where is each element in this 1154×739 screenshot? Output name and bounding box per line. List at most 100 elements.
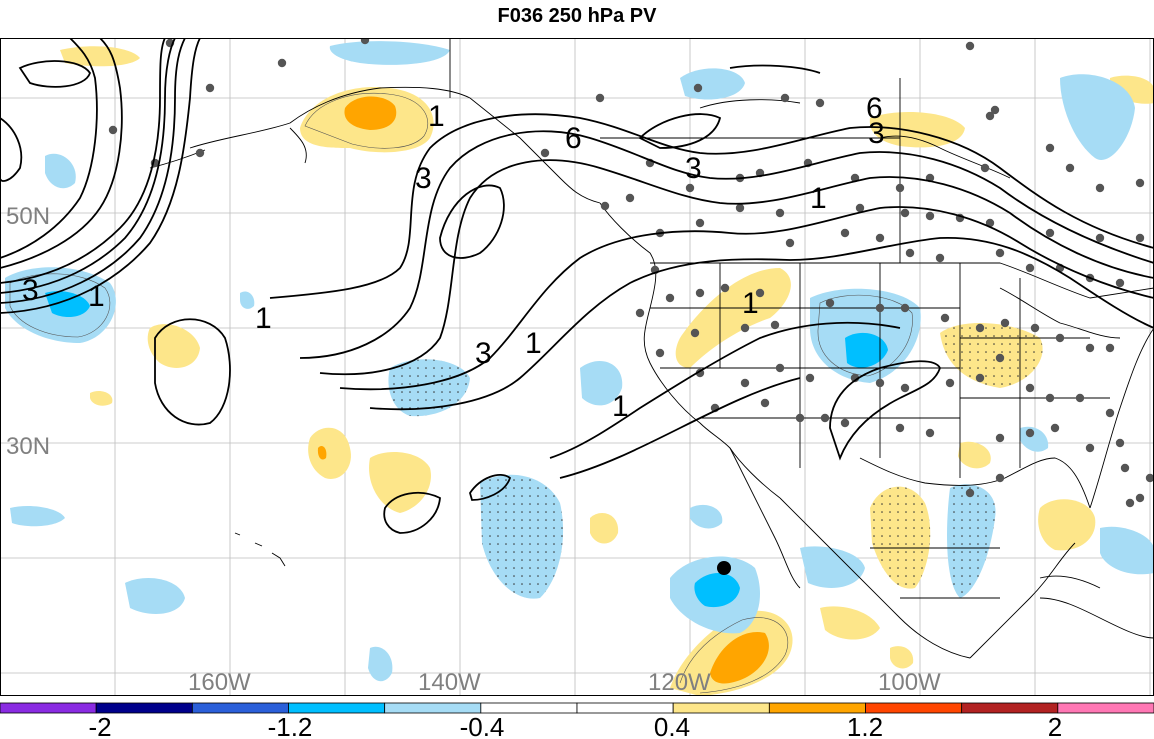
station-dot bbox=[1055, 333, 1065, 343]
pv-positive-region bbox=[890, 646, 914, 669]
station-dot bbox=[780, 93, 790, 103]
pv-negative-region bbox=[580, 360, 623, 406]
station-dot bbox=[1085, 343, 1095, 353]
contour-label: 6 bbox=[565, 122, 582, 155]
station-dot bbox=[1120, 463, 1130, 473]
station-dot bbox=[900, 208, 910, 218]
pv-negative-region bbox=[125, 578, 185, 614]
storm-center-marker bbox=[717, 561, 731, 575]
station-dot bbox=[595, 93, 605, 103]
colorbar-tick-label: 2 bbox=[1048, 712, 1062, 739]
station-dot bbox=[935, 253, 945, 263]
pv-positive-region bbox=[590, 513, 619, 544]
station-dot bbox=[925, 428, 935, 438]
station-dot bbox=[720, 283, 730, 293]
latitude-label: 30N bbox=[6, 433, 50, 460]
colorbar-tick-label: -1.2 bbox=[268, 712, 313, 739]
colorbar-swatch bbox=[0, 702, 97, 714]
station-dot bbox=[1095, 183, 1105, 193]
station-dot bbox=[805, 373, 815, 383]
station-dot bbox=[975, 373, 985, 383]
contour-label: 1 bbox=[428, 100, 445, 133]
station-dot bbox=[945, 378, 955, 388]
station-dot bbox=[975, 323, 985, 333]
plot-title: F036 250 hPa PV bbox=[497, 5, 657, 27]
contour-label: 1 bbox=[255, 302, 272, 335]
station-dot bbox=[1115, 438, 1125, 448]
station-dot bbox=[900, 383, 910, 393]
pv-negative-region bbox=[10, 506, 65, 527]
pv-negative-strong-region bbox=[694, 572, 740, 608]
station-dot bbox=[995, 473, 1005, 483]
station-dot bbox=[770, 320, 780, 330]
pv-positive-region bbox=[1038, 499, 1096, 551]
stipple-region bbox=[480, 474, 564, 599]
pv-positive-region bbox=[147, 324, 200, 368]
station-dot bbox=[875, 233, 885, 243]
pv-positive-region bbox=[60, 46, 140, 67]
station-dot bbox=[1000, 318, 1010, 328]
station-dot bbox=[1105, 343, 1115, 353]
contour-label: 1 bbox=[525, 327, 542, 360]
station-dot bbox=[995, 433, 1005, 443]
station-dot bbox=[1085, 443, 1095, 453]
station-dot bbox=[820, 413, 830, 423]
pv-map: 3 1 1 3 3 1 1 6 3 1 1 6 3 1 50N 30N 160W… bbox=[0, 38, 1154, 696]
station-dot bbox=[195, 148, 205, 158]
station-dot bbox=[940, 313, 950, 323]
station-dot bbox=[695, 288, 705, 298]
pv-positive-region bbox=[369, 452, 431, 513]
station-dot bbox=[1025, 428, 1035, 438]
station-dot bbox=[1030, 323, 1040, 333]
station-dot bbox=[1025, 263, 1035, 273]
pv-negative-region bbox=[329, 41, 450, 65]
station-dot bbox=[740, 323, 750, 333]
station-dot bbox=[760, 398, 770, 408]
station-dot bbox=[108, 125, 118, 135]
station-dot bbox=[825, 298, 835, 308]
longitude-label: 140W bbox=[418, 669, 481, 696]
pv-positive-region bbox=[820, 606, 880, 640]
colorbar: -2 -1.2 -0.4 0.4 1.2 2 bbox=[0, 702, 1154, 739]
station-dot bbox=[785, 238, 795, 248]
colorbar-swatch bbox=[1057, 702, 1154, 714]
pv-negative-region bbox=[800, 546, 865, 588]
pv-negative-strong-region bbox=[845, 332, 888, 368]
colorbar-tick-label: 0.4 bbox=[654, 712, 690, 739]
contour-label: 3 bbox=[868, 117, 885, 150]
stipple-region bbox=[940, 322, 1043, 388]
station-dot bbox=[775, 363, 785, 373]
station-dot bbox=[900, 303, 910, 313]
pv-positive-strong-region bbox=[710, 632, 769, 684]
pv-contours bbox=[0, 38, 1154, 534]
contour-label-group: 3 1 1 3 3 1 1 6 3 1 1 6 3 1 bbox=[22, 92, 885, 423]
station-dot bbox=[1105, 408, 1115, 418]
pv-negative-region bbox=[240, 291, 255, 309]
station-dot bbox=[895, 423, 905, 433]
contour-label: 1 bbox=[88, 280, 105, 313]
pv-positive-strong-region bbox=[344, 96, 397, 130]
station-dot bbox=[965, 41, 975, 51]
contour-label: 1 bbox=[612, 390, 629, 423]
station-dot bbox=[850, 373, 860, 383]
colorbar-swatch bbox=[961, 702, 1059, 714]
station-dot bbox=[895, 183, 905, 193]
station-dot bbox=[985, 218, 995, 228]
colorbar-tick-label: 1.2 bbox=[847, 712, 883, 739]
station-dot bbox=[635, 308, 645, 318]
pv-negative-region bbox=[45, 153, 76, 189]
station-dot bbox=[1135, 493, 1145, 503]
station-dot bbox=[840, 228, 850, 238]
pv-anomaly-fills bbox=[5, 41, 1154, 696]
pv-negative-region bbox=[1100, 526, 1154, 575]
pv-positive-strong-region bbox=[317, 446, 327, 460]
stipple-region bbox=[947, 484, 996, 598]
station-dot bbox=[1145, 473, 1154, 483]
station-dot bbox=[855, 203, 865, 213]
station-dot bbox=[905, 248, 915, 258]
longitude-label: 100W bbox=[878, 669, 941, 696]
pv-negative-region bbox=[1060, 74, 1135, 160]
station-dot bbox=[1025, 383, 1035, 393]
contour-label: 1 bbox=[810, 182, 827, 215]
station-dot bbox=[980, 163, 990, 173]
